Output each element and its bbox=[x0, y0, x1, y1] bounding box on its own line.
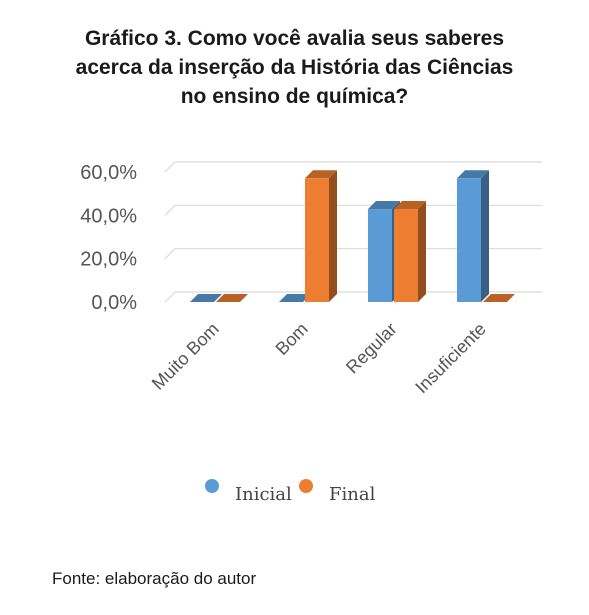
bar-front bbox=[368, 209, 392, 302]
bar-side bbox=[329, 170, 337, 302]
bars bbox=[190, 170, 515, 302]
x-category-label: Regular bbox=[342, 319, 401, 378]
y-tick-label: 20,0% bbox=[80, 249, 137, 271]
x-category-label: Insuficiente bbox=[411, 319, 490, 398]
bar-final-3 bbox=[483, 294, 515, 302]
bar-top bbox=[216, 294, 248, 302]
y-tick-label: 60,0% bbox=[80, 162, 137, 184]
y-tick-label: 40,0% bbox=[80, 205, 137, 227]
y-axis-ticks: 0,0% 20,0% 40,0% 60,0% bbox=[80, 162, 137, 314]
bar-top bbox=[305, 170, 337, 179]
bar-top bbox=[368, 201, 400, 210]
gridline-side bbox=[164, 248, 176, 260]
bar-side bbox=[481, 170, 489, 302]
bar-top bbox=[483, 294, 515, 302]
x-category-label: Bom bbox=[272, 319, 312, 359]
bar-top bbox=[457, 170, 489, 179]
chart-title-line-3: no ensino de química? bbox=[180, 85, 409, 108]
gridline-side bbox=[164, 291, 176, 303]
gridline-side bbox=[164, 161, 176, 173]
bar-final-1 bbox=[305, 170, 337, 302]
legend: Inicial Final bbox=[205, 479, 376, 505]
chart-title-line-1: Gráfico 3. Como você avalia seus saberes bbox=[84, 27, 505, 50]
bar-top bbox=[190, 294, 222, 302]
gridline-side bbox=[164, 204, 176, 216]
bar-top bbox=[394, 201, 426, 210]
x-axis-categories: Muito Bom Bom Regular Insuficiente bbox=[148, 319, 490, 398]
bar-final-2 bbox=[394, 201, 426, 302]
bar-front bbox=[457, 178, 481, 302]
bar-top bbox=[279, 294, 311, 302]
y-tick-label: 0,0% bbox=[91, 292, 137, 314]
bar-final-0 bbox=[216, 294, 248, 302]
x-category-label: Muito Bom bbox=[148, 319, 223, 394]
bar-side bbox=[418, 201, 426, 302]
bar-inicial-0 bbox=[190, 294, 222, 302]
source-note: Fonte: elaboração do autor bbox=[52, 569, 257, 588]
chart-title: Gráfico 3. Como você avalia seus saberes… bbox=[0, 24, 589, 111]
legend-label-final: Final bbox=[329, 484, 376, 505]
bar-front bbox=[305, 178, 329, 302]
legend-marker-inicial bbox=[205, 479, 219, 493]
legend-marker-final bbox=[299, 479, 313, 493]
legend-label-inicial: Inicial bbox=[235, 484, 292, 505]
bar-inicial-3 bbox=[457, 170, 489, 302]
bar-front bbox=[394, 209, 418, 302]
bar-inicial-1 bbox=[279, 294, 311, 302]
chart-title-line-2: acerca da inserção da História das Ciênc… bbox=[75, 56, 514, 79]
